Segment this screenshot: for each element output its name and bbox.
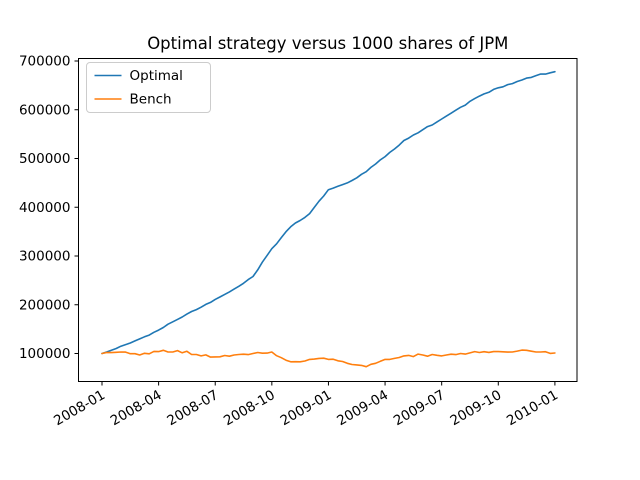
x-tick-label-group: 2009-10: [447, 387, 504, 429]
x-tick-label: 2008-04: [108, 387, 165, 429]
y-tick-label: 700000: [19, 54, 71, 70]
x-tick-label-group: 2009-07: [391, 387, 448, 429]
x-tick-label: 2008-07: [164, 387, 221, 429]
x-tick-label: 2009-10: [447, 387, 504, 429]
x-axis: 2008-01 2008-04 2008-07 2008-10 2009-01 2009-…: [51, 381, 561, 429]
y-tick-label: 500000: [19, 151, 71, 167]
chart-title: Optimal strategy versus 1000 shares of J…: [147, 34, 508, 53]
x-tick-label: 2009-01: [278, 387, 335, 429]
x-tick-label-group: 2008-07: [164, 387, 221, 429]
x-tick-label-group: 2009-01: [278, 387, 335, 429]
y-tick-label: 100000: [19, 346, 71, 362]
x-tick-label: 2008-10: [221, 387, 278, 429]
legend-label-optimal: Optimal: [130, 68, 183, 84]
x-tick-label-group: 2009-04: [334, 387, 391, 429]
legend-label-bench: Bench: [130, 92, 172, 108]
optimal-line: [101, 70, 556, 355]
bench-line: [101, 349, 556, 368]
x-tick-label: 2009-04: [334, 387, 391, 429]
y-tick-label: 300000: [19, 249, 71, 265]
x-tick-label-group: 2008-04: [108, 387, 165, 429]
x-tick-label: 2008-01: [51, 387, 108, 429]
plot-frame: [78, 58, 578, 382]
y-axis: 100000 200000 300000 400000 500000 600000 7000…: [19, 54, 79, 362]
y-tick-label: 600000: [19, 102, 71, 118]
x-tick-label-group: 2008-10: [221, 387, 278, 429]
x-tick-label-group: 2008-01: [51, 387, 108, 429]
x-tick-label-group: 2010-01: [504, 387, 561, 429]
y-tick-label: 200000: [19, 297, 71, 313]
y-tick-label: 400000: [19, 200, 71, 216]
x-tick-label: 2010-01: [504, 387, 561, 429]
series-lines: [101, 70, 556, 368]
x-tick-label: 2009-07: [391, 387, 448, 429]
legend: Optimal Bench: [86, 62, 211, 113]
